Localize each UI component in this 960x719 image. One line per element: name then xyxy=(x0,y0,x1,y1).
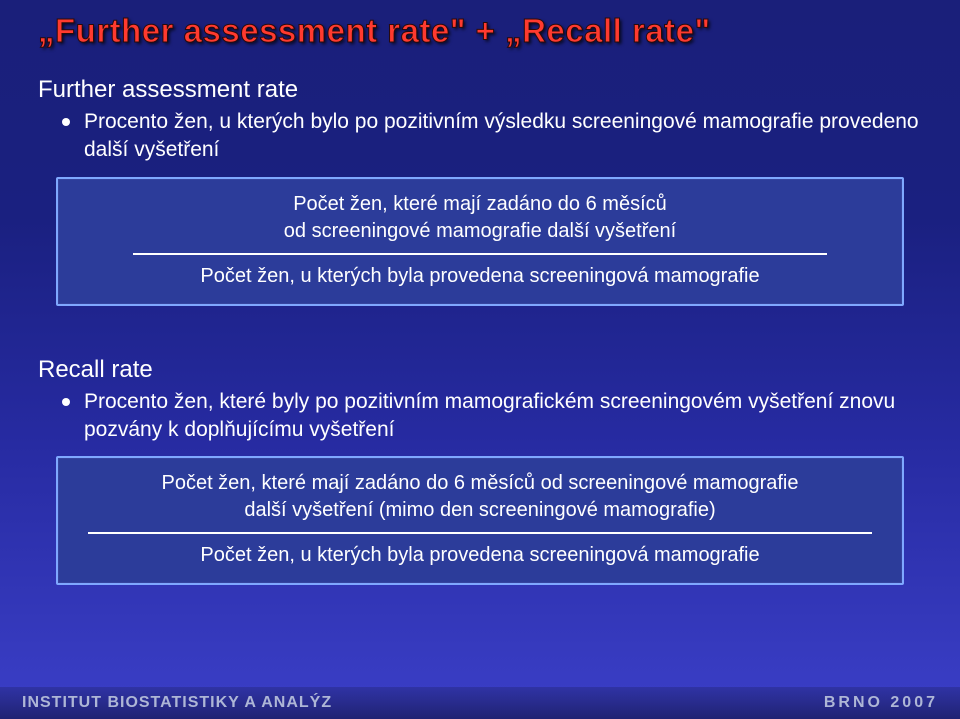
formula-denominator: Počet žen, u kterých byla provedena scre… xyxy=(72,263,888,290)
spacer xyxy=(38,330,922,344)
section2-formula-box: Počet žen, které mají zadáno do 6 měsíců… xyxy=(56,456,904,585)
section2-bullet-text: Procento žen, které byly po pozitivním m… xyxy=(84,388,922,445)
formula-numerator: Počet žen, které mají zadáno do 6 měsíců… xyxy=(72,470,888,524)
section1-bullet-text: Procento žen, u kterých bylo po pozitivn… xyxy=(84,108,922,165)
section1-formula-box: Počet žen, které mají zadáno do 6 měsíců… xyxy=(56,177,904,306)
footer: INSTITUT BIOSTATISTIKY A ANALÝZ BRNO 200… xyxy=(0,687,960,719)
slide-title: „Further assessment rate" + „Recall rate… xyxy=(38,12,922,50)
footer-institute: INSTITUT BIOSTATISTIKY A ANALÝZ xyxy=(22,694,332,712)
fraction-line xyxy=(133,253,827,255)
slide-body: Further assessment rate Procento žen, u … xyxy=(38,70,922,609)
section2-heading: Recall rate xyxy=(38,356,922,384)
bullet-icon xyxy=(62,398,70,406)
footer-location-year: BRNO 2007 xyxy=(824,694,938,712)
bullet-icon xyxy=(62,118,70,126)
formula-top-line1: Počet žen, které mají zadáno do 6 měsíců… xyxy=(161,472,798,494)
section2: Recall rate Procento žen, které byly po … xyxy=(38,356,922,586)
formula-top-line2: další vyšetření (mimo den screeningové m… xyxy=(244,499,715,521)
section2-bullet: Procento žen, které byly po pozitivním m… xyxy=(62,388,922,445)
formula-top-line2: od screeningové mamografie další vyšetře… xyxy=(284,220,676,242)
formula-denominator: Počet žen, u kterých byla provedena scre… xyxy=(72,542,888,569)
slide: „Further assessment rate" + „Recall rate… xyxy=(0,0,960,719)
formula-numerator: Počet žen, které mají zadáno do 6 měsíců… xyxy=(72,191,888,245)
section1-bullet: Procento žen, u kterých bylo po pozitivn… xyxy=(62,108,922,165)
formula-top-line1: Počet žen, které mají zadáno do 6 měsíců xyxy=(293,193,667,215)
fraction-line xyxy=(88,532,871,534)
section1-heading: Further assessment rate xyxy=(38,76,922,104)
